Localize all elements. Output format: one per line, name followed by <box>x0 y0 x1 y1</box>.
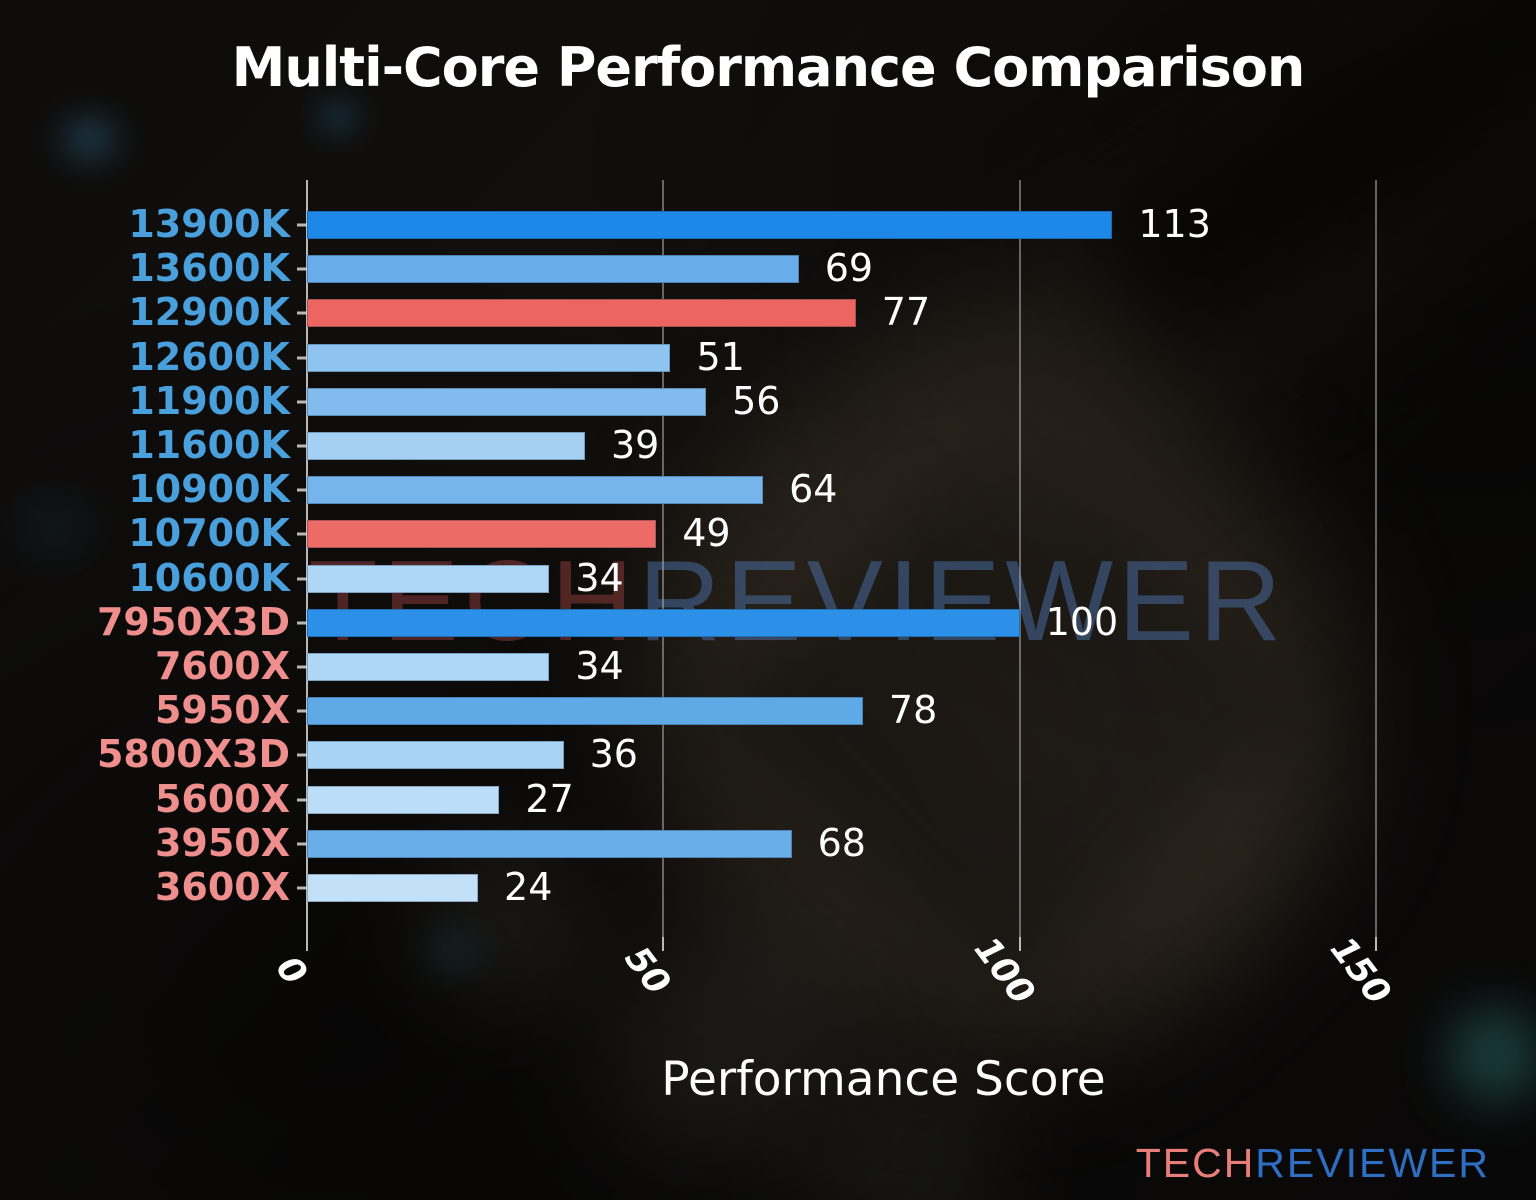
category-label: 10900K <box>128 467 290 512</box>
bar-5950X <box>307 697 863 726</box>
category-label: 11900K <box>128 378 290 423</box>
background-photo-blue-glow <box>318 100 358 134</box>
y-tick-mark <box>297 665 307 669</box>
gridline-x-50 <box>662 180 665 937</box>
bar-value-label: 113 <box>1138 202 1211 247</box>
x-tick-mark <box>662 937 665 951</box>
bar-value-label: 39 <box>610 423 660 468</box>
bar-value-label: 77 <box>881 290 931 335</box>
bar-value-label: 100 <box>1045 599 1119 644</box>
y-tick-mark <box>297 444 307 448</box>
bar-7600X <box>307 653 550 681</box>
category-label: 10700K <box>128 511 290 556</box>
y-tick-mark <box>297 577 307 581</box>
y-tick-mark <box>297 798 307 802</box>
bar-value-label: 78 <box>888 688 938 733</box>
background-photo-blue-glow <box>20 500 90 555</box>
brand-logo-tech: TECH <box>1135 1140 1256 1186</box>
y-tick-mark <box>297 400 307 404</box>
bar-value-label: 49 <box>682 511 731 556</box>
bar-value-label: 34 <box>575 555 624 600</box>
x-tick-label: 0 <box>267 949 315 993</box>
bar-13900K <box>307 211 1113 239</box>
bar-10700K <box>307 520 657 549</box>
bar-value-label: 64 <box>789 467 838 512</box>
y-tick-mark <box>297 621 307 625</box>
x-tick-mark <box>1375 937 1378 951</box>
x-axis-title: Performance Score <box>661 1052 1106 1107</box>
y-tick-mark <box>297 753 307 757</box>
y-tick-mark <box>297 886 307 890</box>
bar-5600X <box>307 785 500 814</box>
bar-12900K <box>307 299 856 328</box>
category-label: 5950X <box>154 688 290 733</box>
bar-value-label: 34 <box>575 644 624 689</box>
bar-11600K <box>307 432 585 460</box>
bar-13600K <box>307 255 799 284</box>
bar-3600X <box>307 874 479 902</box>
brand-logo-reviewer: REVIEWER <box>1255 1140 1490 1186</box>
x-tick-label: 100 <box>965 929 1042 1013</box>
y-tick-mark <box>297 311 307 315</box>
y-tick-mark <box>297 267 307 271</box>
category-label: 7600X <box>154 644 290 689</box>
bar-7950X3D <box>307 608 1020 637</box>
category-label: 10600K <box>128 555 290 600</box>
bar-value-label: 27 <box>525 776 574 821</box>
bar-11900K <box>307 387 707 416</box>
category-label: 7950X3D <box>96 599 290 644</box>
category-label: 13900K <box>128 202 290 247</box>
background-photo-teal-glow <box>425 930 480 970</box>
gridline-x-150 <box>1375 180 1378 937</box>
plot-area: 0 50 100 150 13900K 113 13600K 69 12900K 77 12600K… <box>97 180 1460 1012</box>
y-tick-mark <box>297 532 307 536</box>
bar-value-label: 51 <box>696 334 745 379</box>
x-tick-label: 50 <box>616 939 679 1003</box>
y-tick-mark <box>297 488 307 492</box>
y-tick-mark <box>297 709 307 713</box>
y-tick-mark <box>297 356 307 360</box>
bar-12600K <box>307 343 671 372</box>
x-tick-mark <box>306 937 308 951</box>
category-label: 12600K <box>128 334 290 379</box>
category-label: 5800X3D <box>96 732 290 777</box>
bar-value-label: 36 <box>589 732 638 777</box>
bar-3950X <box>307 829 792 858</box>
category-label: 3600X <box>154 865 290 910</box>
bar-10600K <box>307 564 550 593</box>
category-label: 13600K <box>128 246 290 291</box>
category-label: 3950X <box>154 820 290 865</box>
gridline-x-100 <box>1018 180 1021 937</box>
chart-title: Multi-Core Performance Comparison <box>231 36 1306 99</box>
x-tick-label: 150 <box>1322 929 1399 1013</box>
bar-10900K <box>307 476 764 505</box>
background-photo-teal-glow <box>1450 1010 1536 1100</box>
brand-logo: TECHREVIEWER <box>1136 1140 1490 1187</box>
bar-5800X3D <box>307 741 564 770</box>
bar-value-label: 69 <box>824 246 874 291</box>
bar-value-label: 56 <box>732 378 781 423</box>
x-tick-mark <box>1018 937 1021 951</box>
bar-value-label: 24 <box>504 865 553 910</box>
category-label: 11600K <box>128 423 290 468</box>
category-label: 5600X <box>154 776 290 821</box>
background-photo-blue-glow <box>62 118 117 160</box>
category-label: 12900K <box>128 290 290 335</box>
y-axis-line <box>306 180 308 937</box>
y-tick-mark <box>297 842 307 846</box>
y-tick-mark <box>297 223 307 227</box>
bar-value-label: 68 <box>817 820 866 865</box>
